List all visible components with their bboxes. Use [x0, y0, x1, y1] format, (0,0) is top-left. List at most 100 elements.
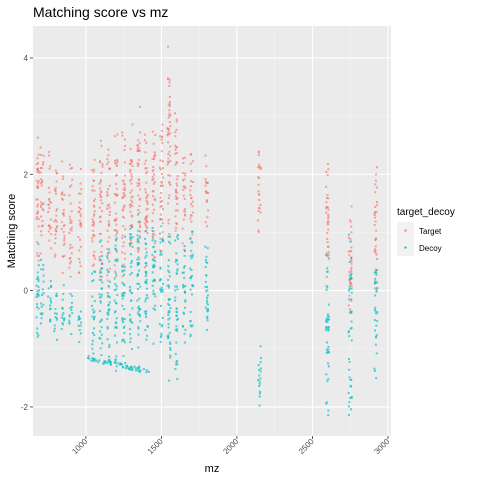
decoy-point: [191, 293, 193, 296]
target-point: [60, 193, 63, 196]
target-point: [374, 269, 377, 272]
decoy-point: [153, 279, 156, 282]
decoy-point: [176, 377, 179, 380]
decoy-point: [136, 299, 139, 302]
decoy-point: [350, 273, 353, 276]
target-point: [129, 210, 132, 213]
decoy-point: [348, 289, 350, 292]
decoy-point: [146, 326, 149, 328]
target-point: [35, 163, 38, 166]
decoy-point: [191, 241, 194, 244]
target-point: [145, 181, 148, 184]
decoy-point: [130, 271, 133, 274]
target-point: [63, 224, 66, 227]
target-point: [55, 214, 58, 217]
decoy-point: [137, 213, 139, 216]
target-point: [131, 189, 134, 192]
target-point: [93, 200, 95, 203]
target-point: [145, 159, 147, 162]
decoy-point: [327, 348, 330, 351]
target-point: [146, 200, 149, 203]
decoy-point: [90, 359, 93, 362]
target-point: [35, 179, 38, 182]
decoy-point: [79, 317, 82, 320]
target-point: [348, 254, 351, 257]
target-point: [151, 179, 154, 181]
decoy-point: [42, 303, 45, 306]
target-point: [257, 190, 260, 193]
target-point: [152, 182, 155, 185]
target-point: [181, 227, 184, 230]
decoy-point: [154, 240, 157, 243]
target-point: [154, 153, 157, 156]
target-point: [93, 257, 96, 260]
decoy-point: [257, 379, 260, 382]
decoy-point: [204, 259, 207, 262]
decoy-point: [92, 308, 94, 311]
target-point: [37, 162, 40, 165]
decoy-point: [41, 312, 44, 315]
target-point: [106, 247, 109, 250]
decoy-point: [88, 357, 91, 360]
decoy-point: [107, 295, 110, 298]
target-point: [159, 237, 162, 240]
target-point: [116, 133, 119, 136]
decoy-point: [376, 287, 379, 290]
target-point: [167, 157, 170, 160]
decoy-point: [126, 366, 129, 369]
decoy-point: [92, 352, 95, 355]
target-point: [69, 163, 71, 166]
decoy-point: [167, 302, 170, 305]
decoy-point: [137, 306, 140, 309]
target-point: [137, 209, 140, 211]
target-point: [347, 304, 350, 307]
target-point: [161, 142, 164, 145]
decoy-point: [42, 280, 45, 283]
target-point: [138, 211, 141, 214]
target-point: [139, 197, 142, 200]
target-point: [107, 220, 110, 223]
target-point: [374, 252, 377, 255]
decoy-point: [123, 341, 126, 344]
decoy-point: [191, 284, 193, 287]
target-point: [62, 231, 65, 234]
decoy-point: [151, 253, 154, 256]
decoy-point: [121, 294, 124, 297]
decoy-point: [114, 283, 117, 286]
decoy-point: [136, 238, 139, 241]
decoy-point: [206, 296, 208, 299]
target-point: [70, 210, 73, 213]
target-point: [131, 165, 134, 167]
decoy-point: [167, 337, 170, 340]
decoy-point: [55, 317, 58, 320]
decoy-point: [189, 333, 192, 336]
target-point: [167, 130, 170, 133]
target-point: [136, 164, 139, 167]
target-point: [161, 173, 163, 175]
target-point: [99, 269, 102, 272]
target-point: [166, 127, 169, 130]
target-point: [54, 190, 57, 193]
target-point: [106, 229, 109, 232]
target-point: [36, 216, 39, 218]
target-point: [139, 131, 142, 134]
target-point: [115, 183, 117, 185]
target-point: [68, 231, 71, 234]
decoy-point: [137, 239, 140, 242]
decoy-point: [259, 345, 262, 348]
decoy-point: [159, 232, 161, 235]
decoy-point: [176, 288, 179, 291]
decoy-point: [350, 272, 353, 275]
target-point: [123, 204, 126, 207]
target-point: [189, 189, 192, 192]
decoy-point: [137, 309, 140, 312]
decoy-point: [133, 365, 136, 368]
decoy-point: [107, 271, 110, 274]
decoy-point: [39, 312, 42, 315]
decoy-point: [205, 328, 208, 331]
decoy-point: [123, 273, 125, 276]
target-point: [374, 205, 377, 208]
decoy-point: [152, 266, 155, 269]
decoy-point: [350, 408, 352, 411]
target-point: [54, 186, 57, 189]
